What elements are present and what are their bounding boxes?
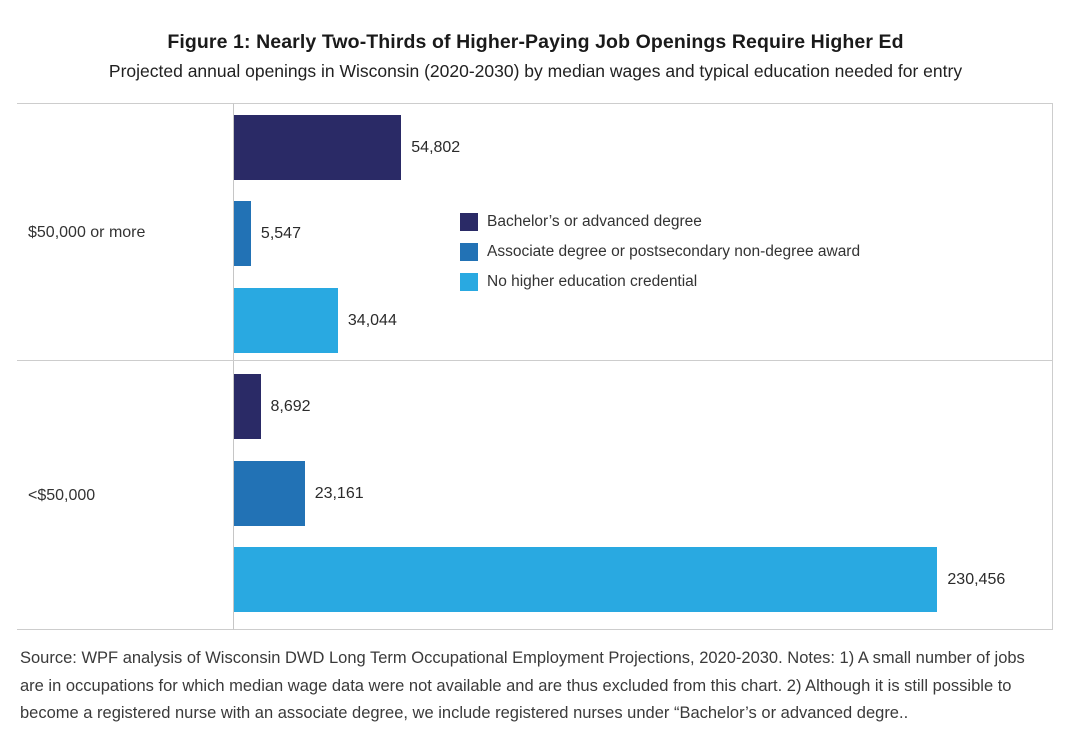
- category-axis: $50,000 or more <$50,000: [17, 103, 233, 630]
- bar-row: 23,161: [234, 461, 1052, 526]
- legend-item-no-credential: No higher education credential: [460, 273, 860, 291]
- bar-value-label: 5,547: [260, 224, 301, 242]
- bar-row: 8,692: [234, 374, 1052, 439]
- category-label-50k-or-more: $50,000 or more: [28, 223, 146, 241]
- legend-label: Bachelor’s or advanced degree: [487, 213, 702, 230]
- bar-value-label: 34,044: [347, 311, 397, 329]
- legend-label: Associate degree or postsecondary non-de…: [487, 243, 861, 260]
- bar-no-credential-50k-or-more: [234, 288, 338, 353]
- legend-item-bachelors: Bachelor’s or advanced degree: [460, 213, 860, 231]
- category-label-under-50k: <$50,000: [28, 487, 96, 504]
- bar-no-credential-under-50k: [234, 547, 938, 612]
- bar-associate-under-50k: [234, 461, 305, 526]
- legend-swatch-bachelors: [460, 213, 478, 231]
- source-note: Source: WPF analysis of Wisconsin DWD Lo…: [20, 649, 1025, 722]
- chart-title: Figure 1: Nearly Two-Thirds of Higher-Pa…: [167, 31, 904, 53]
- bar-associate-50k-or-more: [234, 201, 251, 266]
- legend-item-associate: Associate degree or postsecondary non-de…: [460, 243, 860, 261]
- plot-area: 54,802 5,547 34,044 8,692 23,161 2: [233, 103, 1053, 630]
- chart-subtitle: Projected annual openings in Wisconsin (…: [108, 61, 963, 81]
- bar-row: 5,547: [234, 201, 1052, 266]
- bar-value-label: 23,161: [314, 484, 364, 502]
- figure-header: Figure 1: Nearly Two-Thirds of Higher-Pa…: [0, 31, 1071, 82]
- legend-swatch-associate: [460, 243, 478, 261]
- bar-row: 34,044: [234, 288, 1052, 353]
- legend-label: No higher education credential: [487, 273, 698, 290]
- category-divider-line: [17, 360, 1053, 361]
- legend-swatch-no-credential: [460, 273, 478, 291]
- chart-area: $50,000 or more <$50,000 54,802 5,547 34…: [0, 103, 1071, 630]
- bar-value-label: 230,456: [947, 570, 1006, 588]
- bar-bachelors-50k-or-more: [234, 115, 402, 180]
- legend: Bachelor’s or advanced degree Associate …: [460, 213, 860, 303]
- pane-50k-or-more: 54,802 5,547 34,044: [234, 104, 1052, 361]
- pane-under-50k: 8,692 23,161 230,456: [234, 361, 1052, 631]
- bar-value-label: 54,802: [411, 138, 461, 156]
- bar-bachelors-under-50k: [234, 374, 261, 439]
- bar-value-label: 8,692: [270, 397, 311, 415]
- bar-row: 54,802: [234, 115, 1052, 180]
- bar-row: 230,456: [234, 547, 1052, 612]
